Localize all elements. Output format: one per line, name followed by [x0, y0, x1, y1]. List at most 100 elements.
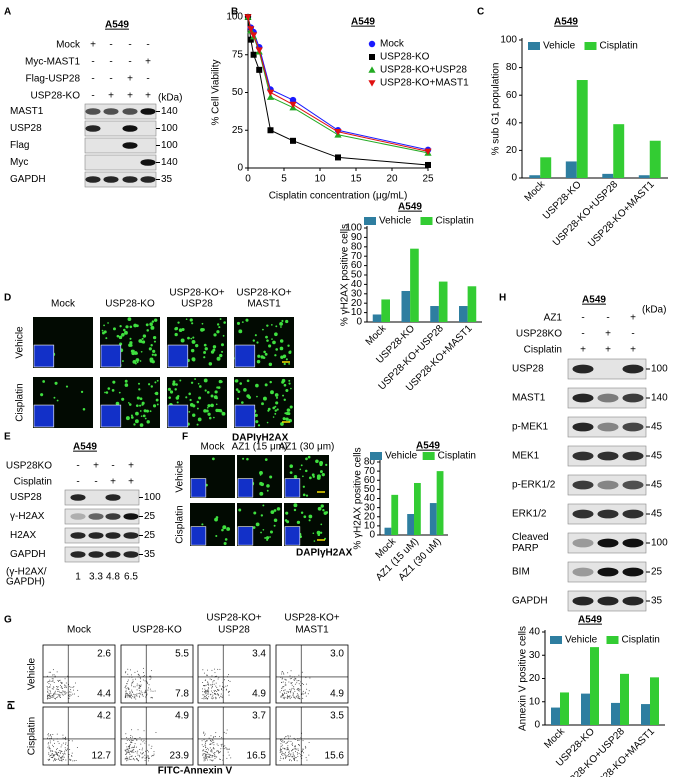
nucleus-signal — [194, 378, 197, 380]
stain-label: γH2AX — [256, 433, 289, 444]
flow-event — [224, 745, 226, 747]
flow-event — [53, 674, 55, 676]
y-tick-label: 80 — [351, 241, 363, 252]
nucleus-signal — [322, 509, 325, 512]
nucleus-signal — [197, 382, 200, 385]
flow-event — [65, 743, 67, 745]
flow-event — [46, 687, 48, 689]
y-tick-label: 10 — [351, 307, 363, 318]
flow-event — [211, 686, 213, 688]
nucleus-signal — [268, 362, 273, 367]
blot-band — [140, 159, 156, 166]
flow-event — [297, 696, 299, 698]
flow-event — [139, 681, 141, 683]
flow-event — [61, 760, 63, 762]
quadrant-value: 4.9 — [252, 689, 266, 700]
treatment-sign: - — [631, 329, 634, 340]
nucleus-signal — [238, 508, 242, 512]
flow-event — [283, 685, 285, 687]
flow-event — [59, 753, 61, 755]
flow-event — [128, 748, 130, 750]
nucleus-signal — [136, 413, 138, 416]
nucleus-signal — [206, 391, 210, 394]
flow-event — [128, 695, 130, 697]
flow-event — [211, 675, 213, 677]
flow-event — [206, 759, 208, 761]
column-label: AZ1 (30 μm) — [279, 442, 335, 453]
flow-event — [134, 746, 136, 748]
flow-event — [216, 675, 218, 677]
nucleus-signal — [189, 398, 192, 402]
flow-event — [150, 747, 152, 749]
flow-event — [58, 693, 60, 695]
flow-event — [297, 695, 299, 697]
nucleus-signal — [210, 394, 214, 398]
flow-event — [304, 745, 306, 747]
column-label: USP28-KO+ — [284, 613, 339, 624]
flow-event — [70, 694, 72, 696]
flow-event — [296, 752, 298, 754]
flow-event — [297, 739, 299, 741]
flow-event — [126, 739, 128, 741]
nucleus-signal — [177, 321, 180, 324]
nucleus-signal — [56, 399, 59, 402]
flow-event — [69, 686, 71, 688]
flow-plot — [42, 706, 116, 766]
flow-event — [211, 740, 213, 742]
flow-event — [295, 678, 297, 680]
point — [247, 26, 255, 33]
flow-event — [70, 759, 72, 761]
flow-event — [288, 737, 290, 739]
nucleus-signal — [219, 318, 222, 321]
nucleus-signal — [207, 412, 211, 416]
flow-event — [302, 693, 304, 695]
flow-event — [227, 691, 229, 693]
nucleus-signal — [148, 347, 152, 351]
flow-event — [56, 733, 58, 735]
nucleus-signal — [82, 408, 86, 411]
flow-event — [215, 682, 217, 684]
flow-event — [139, 696, 141, 698]
flow-event — [153, 753, 155, 755]
flow-event — [48, 733, 50, 735]
flow-event — [151, 755, 153, 757]
nucleus-signal — [272, 340, 276, 345]
flow-event — [50, 734, 52, 736]
flow-event — [207, 752, 209, 754]
flow-event — [203, 760, 205, 762]
flow-event — [48, 697, 50, 699]
treatment-label: USP28-KO — [31, 91, 81, 102]
legend-label: Vehicle — [385, 451, 418, 462]
flow-event — [70, 686, 72, 688]
nucleus-signal — [312, 532, 315, 535]
treatment-sign: + — [108, 91, 114, 102]
nucleus-signal — [302, 485, 305, 488]
flow-event — [228, 694, 230, 696]
flow-event — [216, 756, 218, 758]
column-label: MAST1 — [247, 299, 281, 310]
blot-band — [622, 393, 644, 403]
flow-event — [282, 694, 284, 696]
flow-event — [219, 695, 221, 697]
flow-event — [125, 694, 127, 696]
flow-event — [125, 691, 127, 693]
nucleus-signal — [129, 325, 133, 329]
flow-event — [130, 683, 132, 685]
flow-event — [130, 674, 132, 676]
flow-event — [298, 752, 300, 754]
flow-event — [125, 733, 127, 735]
nucleus-signal — [266, 489, 269, 492]
flow-event — [48, 752, 50, 754]
nucleus-signal — [130, 414, 133, 417]
point — [267, 127, 274, 134]
flow-event — [47, 691, 49, 693]
nucleus-signal — [201, 523, 204, 526]
flow-event — [210, 750, 212, 752]
flow-event — [52, 744, 54, 746]
flow-event — [71, 752, 73, 754]
flow-event — [204, 757, 206, 759]
flow-event — [75, 759, 77, 761]
treatment-sign: - — [606, 313, 609, 324]
nucleus-signal — [316, 476, 321, 480]
